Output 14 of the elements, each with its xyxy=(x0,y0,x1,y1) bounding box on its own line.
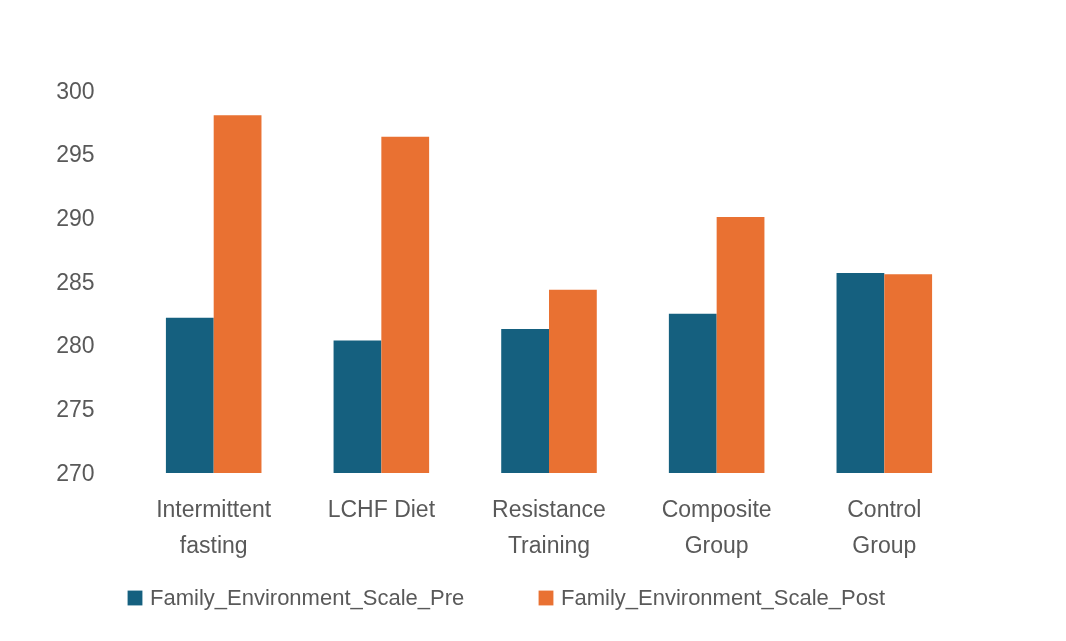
legend-label: Family_Environment_Scale_Pre xyxy=(150,585,465,610)
x-tick-label: Resistance Training xyxy=(492,495,606,558)
x-tick-label: Control Group xyxy=(847,495,922,558)
legend-label: Family_Environment_Scale_Post xyxy=(561,585,886,610)
x-tick-label: LCHF Diet xyxy=(327,495,436,522)
y-tick-label: 285 xyxy=(56,268,95,295)
y-tick-label: 295 xyxy=(56,141,95,168)
y-tick-label: 280 xyxy=(56,332,95,359)
y-tick-label: 290 xyxy=(56,204,95,231)
x-tick-label: Composite Group xyxy=(661,495,772,558)
y-tick-label: 270 xyxy=(56,459,95,486)
x-tick-label: Intermittent fasting xyxy=(156,495,272,558)
y-tick-label: 275 xyxy=(56,395,95,422)
y-tick-label: 300 xyxy=(56,77,95,104)
